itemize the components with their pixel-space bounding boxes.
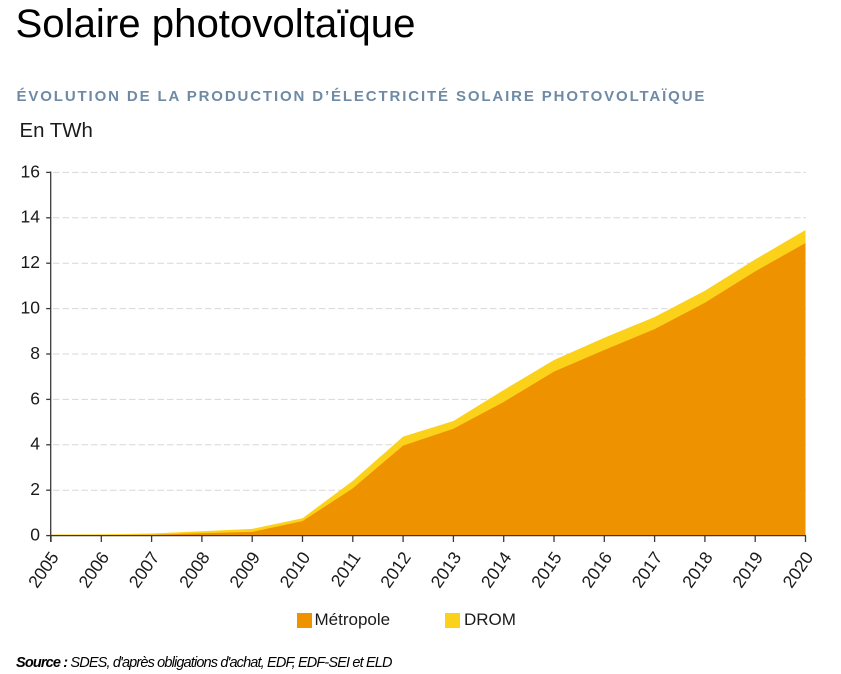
svg-text:2007: 2007 [125, 548, 164, 591]
svg-text:2010: 2010 [276, 548, 315, 592]
svg-text:6: 6 [30, 388, 40, 408]
svg-text:2005: 2005 [24, 548, 63, 591]
svg-text:8: 8 [30, 343, 40, 363]
svg-text:2019: 2019 [728, 548, 767, 591]
svg-text:2014: 2014 [477, 548, 516, 592]
svg-text:4: 4 [30, 434, 40, 454]
svg-text:14: 14 [21, 207, 41, 227]
svg-text:16: 16 [21, 161, 40, 181]
svg-text:2009: 2009 [225, 548, 264, 591]
svg-text:2008: 2008 [175, 548, 214, 591]
svg-text:12: 12 [21, 252, 40, 272]
svg-text:0: 0 [30, 525, 40, 545]
svg-text:2020: 2020 [779, 548, 818, 592]
svg-text:2015: 2015 [527, 548, 566, 591]
svg-text:2: 2 [30, 479, 40, 499]
svg-text:2011: 2011 [327, 548, 365, 590]
svg-text:2012: 2012 [376, 548, 415, 591]
svg-text:10: 10 [21, 298, 41, 318]
svg-text:2018: 2018 [678, 548, 717, 591]
svg-text:2006: 2006 [74, 548, 113, 591]
svg-text:2013: 2013 [426, 548, 465, 591]
svg-text:2017: 2017 [628, 548, 667, 591]
svg-text:2016: 2016 [577, 548, 616, 591]
